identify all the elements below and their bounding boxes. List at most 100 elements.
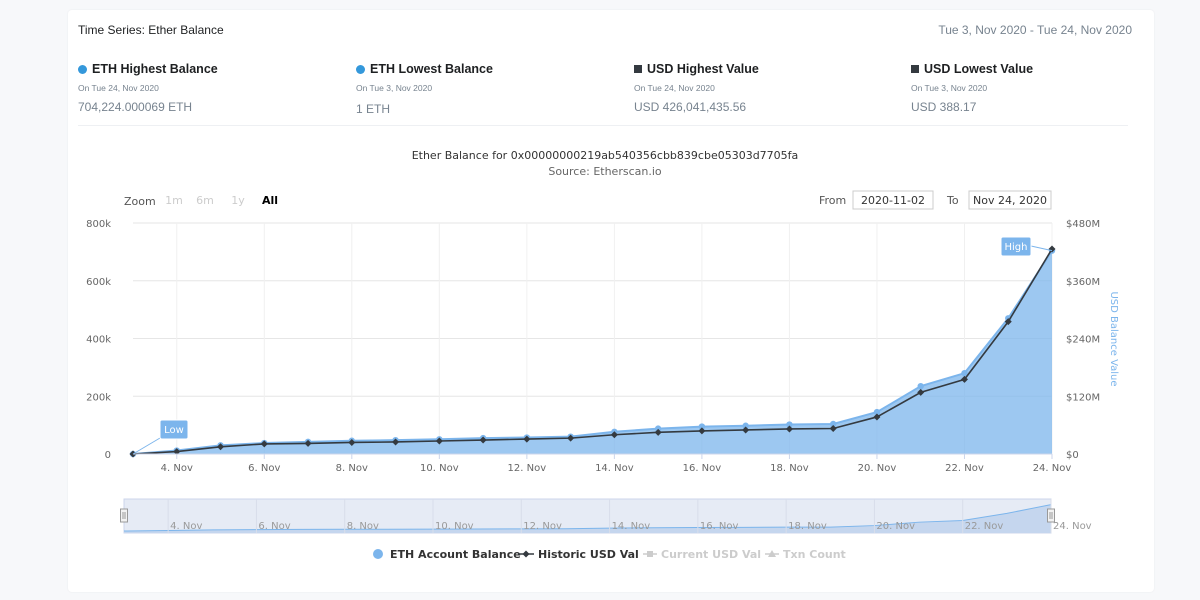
eth-balance-point[interactable] [698,423,706,430]
usd-value-point[interactable] [173,448,181,456]
y-right-tick-label: $240M [1066,335,1100,346]
x-tick-label: 24. Nov [1033,463,1072,474]
usd-value-point[interactable] [742,426,750,434]
y-left-tick-label: 800k [86,219,111,230]
stat-date: On Tue 24, Nov 2020 [634,83,715,93]
navigator-tick-label: 24. Nov [1053,521,1092,532]
usd-value-point[interactable] [523,435,531,443]
navigator-tick-label: 20. Nov [876,521,915,532]
blue-dot-icon [78,64,87,74]
eth-balance-point[interactable] [873,408,881,416]
stat-eth-highest: ETH Highest Balance On Tue 24, Nov 2020 … [78,62,338,114]
stat-title: USD Lowest Value [924,62,1034,76]
usd-value-point[interactable] [654,428,662,436]
from-label: From [819,194,846,207]
blue-dot-icon [356,64,365,74]
legend-item-txn-count[interactable]: Txn Count [765,548,846,561]
eth-balance-point[interactable] [786,421,793,428]
navigator-tick-label: 6. Nov [258,521,290,532]
y-left-tick-label: 600k [86,277,111,288]
legend-label: ETH Account Balance [390,548,521,561]
legend-label: Current USD Val [661,548,761,561]
zoom-label: Zoom [124,195,156,208]
zoom-button-1m[interactable]: 1m [165,194,183,207]
x-tick-label: 4. Nov [161,463,193,474]
chart-title: Ether Balance for 0x00000000219ab540356c… [412,149,799,162]
usd-value-point[interactable] [1004,318,1012,326]
x-tick-label: 6. Nov [248,463,280,474]
eth-balance-point[interactable] [961,369,968,377]
zoom-button-1y[interactable]: 1y [231,194,245,207]
usd-value-point[interactable] [260,440,268,448]
usd-value-point[interactable] [348,438,356,446]
usd-value-point[interactable] [960,375,968,383]
navigator-handle-right[interactable] [1047,508,1055,523]
stat-date: On Tue 24, Nov 2020 [78,83,159,93]
zoom-button-6m[interactable]: 6m [196,194,214,207]
usd-value-point[interactable] [304,439,312,447]
legend-square-icon [647,551,653,557]
stat-date: On Tue 3, Nov 2020 [356,83,433,93]
x-tick-label: 16. Nov [683,463,722,474]
x-tick-label: 18. Nov [770,463,809,474]
to-date-value[interactable]: Nov 24, 2020 [973,194,1047,207]
eth-balance-point[interactable] [829,420,837,428]
low-flag-connector [132,437,161,455]
usd-value-point[interactable] [392,438,400,446]
zoom-button-all[interactable]: All [262,194,278,207]
stat-value: 704,224.000069 ETH [78,100,193,114]
x-tick-label: 20. Nov [858,463,897,474]
usd-value-point[interactable] [698,427,706,435]
navigator-tick-label: 18. Nov [788,521,827,532]
dark-square-icon [911,65,919,73]
page-title: Time Series: Ether Balance [78,23,224,37]
usd-value-point[interactable] [567,434,575,442]
usd-value-point[interactable] [917,388,925,396]
navigator-tick-label: 14. Nov [612,521,651,532]
eth-balance-point[interactable] [654,425,662,432]
navigator-tick-label: 4. Nov [170,521,202,532]
stat-value: USD 426,041,435.56 [634,100,747,114]
legend-triangle-icon [768,550,776,557]
eth-balance-point[interactable] [742,422,749,429]
usd-value-point[interactable] [479,436,487,444]
from-date-value[interactable]: 2020-11-02 [861,194,925,207]
legend-item-eth-balance[interactable]: ETH Account Balance [373,548,521,561]
legend-item-historic-usd[interactable]: Historic USD Val [518,548,639,561]
to-date-input[interactable] [968,190,1052,210]
navigator-line [123,504,1052,532]
legend-label: Txn Count [783,548,846,561]
navigator-tick-label: 12. Nov [523,521,562,532]
high-flag-connector [1030,245,1053,252]
x-tick-label: 22. Nov [945,463,984,474]
low-flag-label: Low [164,425,184,436]
usd-value-point[interactable] [435,437,443,445]
navigator-tick-label: 16. Nov [700,521,739,532]
navigator-tick-label: 10. Nov [435,521,474,532]
usd-value-point[interactable] [829,424,837,432]
usd-value-point[interactable] [610,431,618,439]
legend-diamond-icon [522,550,530,558]
high-flag [1000,236,1032,257]
stat-usd-highest: USD Highest Value On Tue 24, Nov 2020 US… [634,62,894,114]
y-right-axis-title: USD Balance Value [1108,291,1119,386]
low-flag [159,419,189,440]
usd-value-point[interactable] [873,413,881,421]
navigator-tick-label: 22. Nov [965,521,1004,532]
navigator-handle-left[interactable] [120,508,128,523]
legend-item-current-usd[interactable]: Current USD Val [643,548,761,561]
eth-balance-point[interactable] [917,382,924,390]
y-left-tick-label: 400k [86,335,111,346]
x-tick-label: 10. Nov [420,463,459,474]
x-tick-label: 14. Nov [595,463,634,474]
usd-value-point[interactable] [217,443,225,451]
legend-label: Historic USD Val [538,548,639,561]
dark-square-icon [634,65,642,73]
y-left-tick-label: 200k [86,392,111,403]
chart-card [68,10,1154,592]
x-tick-label: 12. Nov [508,463,547,474]
y-right-tick-label: $360M [1066,277,1100,288]
usd-value-point[interactable] [785,425,793,433]
from-date-input[interactable] [852,190,934,210]
